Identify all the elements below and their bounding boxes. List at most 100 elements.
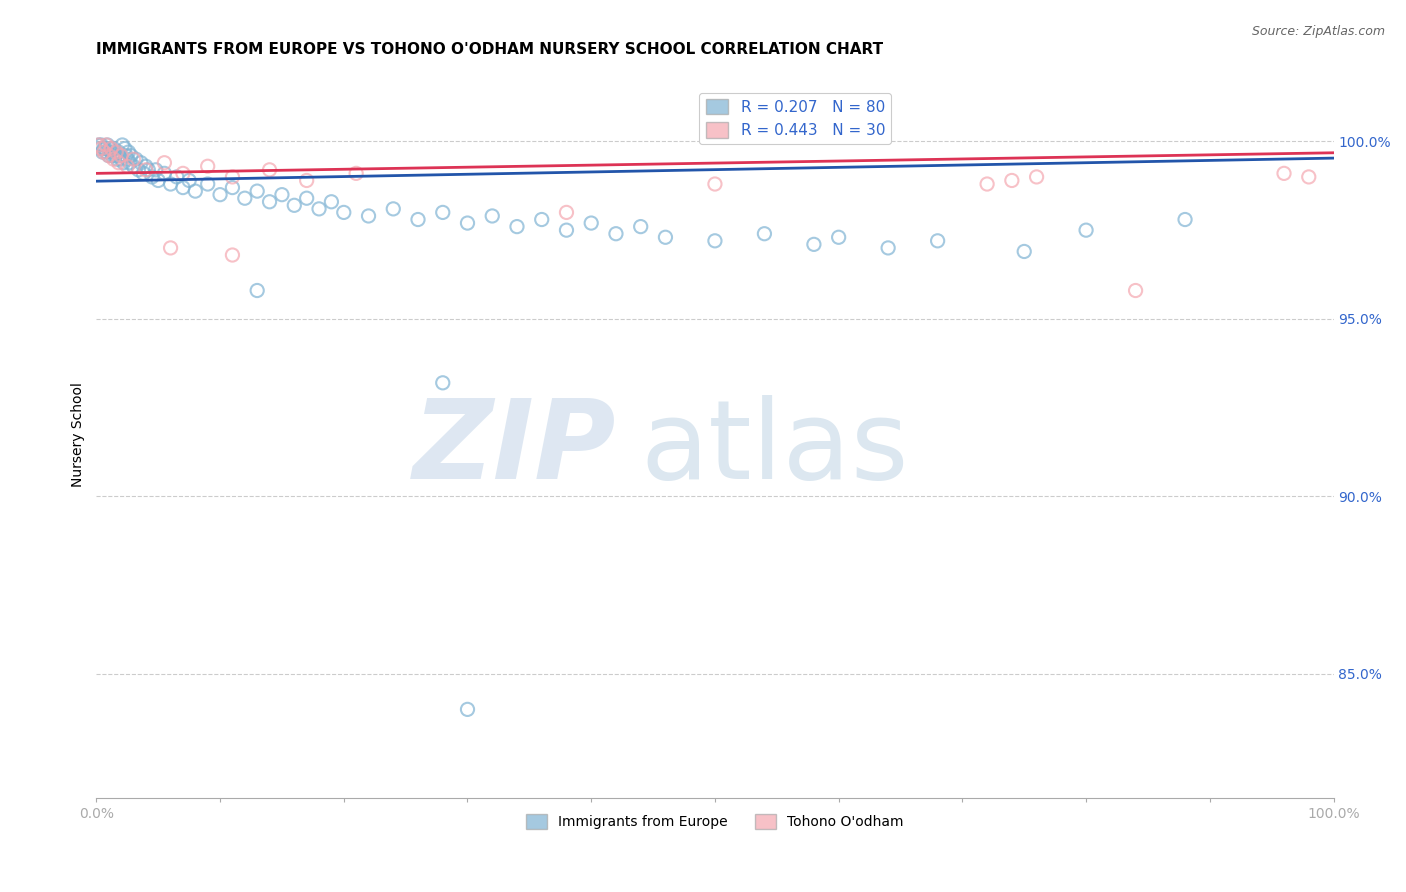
Point (197, 159, 219, 173)
Point (927, 234, 949, 248)
Point (114, 142, 136, 156)
Point (159, 177, 181, 191)
Point (101, 148, 124, 162)
Point (233, 191, 256, 205)
Point (135, 159, 157, 173)
Point (135, 162, 157, 177)
Point (159, 241, 181, 255)
Point (100, 142, 122, 156)
Point (94, 142, 117, 156)
Point (295, 191, 318, 205)
Point (827, 230, 849, 244)
Point (97, 148, 120, 162)
Point (555, 205, 578, 219)
Point (1012, 244, 1035, 259)
Point (103, 142, 125, 156)
Point (107, 145, 129, 159)
Y-axis label: Nursery School: Nursery School (72, 382, 86, 487)
Point (246, 284, 269, 298)
Point (125, 152, 148, 166)
Point (172, 166, 194, 180)
Point (209, 187, 232, 202)
Point (93, 142, 115, 156)
Text: IMMIGRANTS FROM EUROPE VS TOHONO O'ODHAM NURSERY SCHOOL CORRELATION CHART: IMMIGRANTS FROM EUROPE VS TOHONO O'ODHAM… (97, 42, 883, 57)
Point (432, 205, 454, 219)
Point (90, 138, 112, 153)
Point (246, 184, 269, 198)
Point (110, 152, 132, 166)
Point (108, 148, 131, 162)
Point (132, 166, 155, 180)
Point (481, 209, 503, 223)
Point (1272, 166, 1295, 180)
Point (117, 159, 139, 173)
Point (96, 145, 118, 159)
Point (115, 148, 138, 162)
Point (321, 194, 343, 209)
Text: ZIP: ZIP (412, 395, 616, 502)
Point (1174, 212, 1197, 227)
Point (754, 227, 776, 241)
Point (107, 155, 129, 169)
Point (141, 169, 163, 184)
Point (803, 237, 825, 252)
Point (271, 187, 294, 202)
Point (129, 155, 152, 169)
Point (703, 234, 725, 248)
Point (1074, 223, 1097, 237)
Point (112, 155, 135, 169)
Point (457, 216, 479, 230)
Point (579, 216, 602, 230)
Point (136, 162, 159, 177)
Point (87, 138, 110, 153)
Point (96, 138, 118, 153)
Point (259, 194, 281, 209)
Point (120, 148, 142, 162)
Point (117, 145, 139, 159)
Point (100, 145, 122, 159)
Point (179, 173, 201, 187)
Point (221, 169, 243, 184)
Point (976, 177, 998, 191)
Point (555, 223, 578, 237)
Point (406, 212, 429, 227)
Point (530, 212, 553, 227)
Point (333, 205, 356, 219)
Point (703, 177, 725, 191)
Point (145, 162, 167, 177)
Point (877, 241, 900, 255)
Point (221, 180, 243, 194)
Point (357, 209, 380, 223)
Point (432, 376, 454, 390)
Point (153, 166, 176, 180)
Point (221, 248, 243, 262)
Point (98, 142, 121, 156)
Point (1025, 169, 1047, 184)
Point (93, 145, 115, 159)
Point (457, 702, 479, 716)
Point (1125, 284, 1147, 298)
Point (166, 169, 188, 184)
Point (87, 138, 110, 153)
Point (1001, 173, 1024, 187)
Legend: Immigrants from Europe, Tohono O'odham: Immigrants from Europe, Tohono O'odham (520, 809, 910, 835)
Point (630, 219, 652, 234)
Text: Source: ZipAtlas.com: Source: ZipAtlas.com (1251, 25, 1385, 38)
Point (654, 230, 676, 244)
Point (111, 138, 134, 153)
Point (97, 148, 120, 162)
Point (506, 219, 529, 234)
Point (148, 173, 170, 187)
Point (1298, 169, 1320, 184)
Point (105, 145, 128, 159)
Point (605, 227, 627, 241)
Point (96, 138, 118, 153)
Point (122, 159, 145, 173)
Point (117, 152, 139, 166)
Point (127, 162, 149, 177)
Point (90, 142, 112, 156)
Point (91, 145, 114, 159)
Point (382, 202, 405, 216)
Point (283, 198, 305, 212)
Point (89, 142, 111, 156)
